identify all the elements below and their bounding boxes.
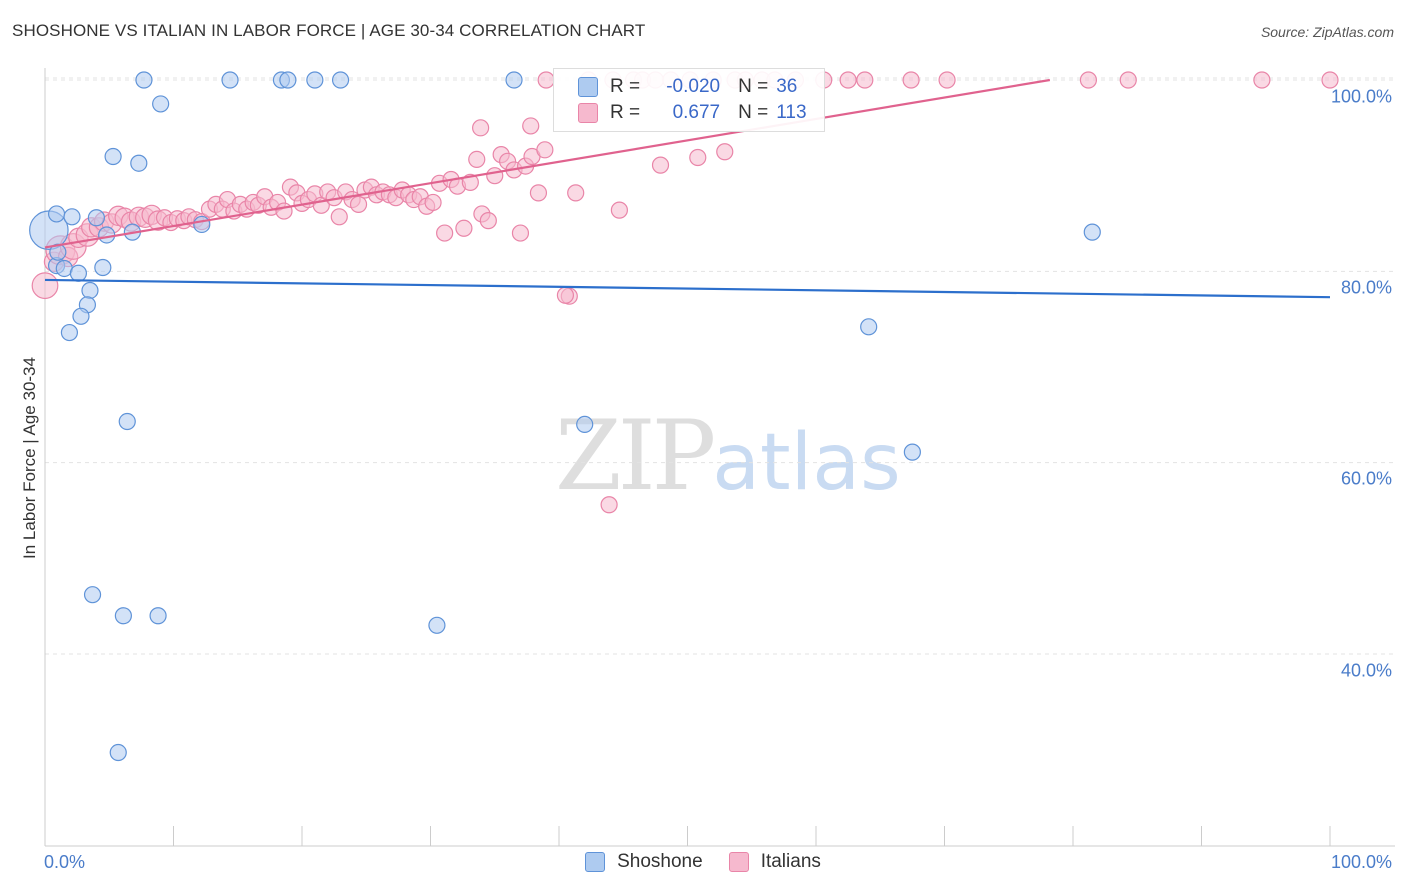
point-italians-107 bbox=[938, 71, 956, 89]
point-shoshone-1 bbox=[47, 205, 66, 223]
legend-swatch-italians bbox=[578, 103, 598, 123]
point-shoshone-26 bbox=[860, 318, 878, 336]
point-italians-109 bbox=[1119, 71, 1137, 89]
trendline-italians bbox=[44, 78, 1051, 249]
point-italians-95 bbox=[689, 148, 707, 167]
legend-swatch-shoshone bbox=[585, 852, 606, 872]
point-shoshone-33 bbox=[428, 616, 446, 634]
chart-title: SHOSHONE VS ITALIAN IN LABOR FORCE | AGE… bbox=[12, 21, 646, 40]
point-italians-85 bbox=[567, 184, 585, 202]
legend-swatch-italians bbox=[728, 852, 749, 872]
legend-italians-n: 113 bbox=[776, 102, 807, 123]
point-shoshone-9 bbox=[94, 258, 112, 277]
point-italians-75 bbox=[511, 224, 530, 242]
point-italians-63 bbox=[436, 224, 454, 242]
x-tick-label-min: 0.0% bbox=[44, 852, 86, 872]
point-italians-71 bbox=[486, 167, 504, 185]
legend-r-label: R = bbox=[610, 76, 641, 97]
legend-shoshone-r: -0.020 bbox=[666, 76, 721, 97]
point-shoshone-19 bbox=[331, 71, 350, 89]
correlation-legend: R = -0.020 N = 36 R = 0.677 N = 113 bbox=[553, 68, 825, 132]
point-italians-97 bbox=[716, 143, 734, 161]
point-italians-70 bbox=[479, 212, 497, 230]
point-italians-106 bbox=[902, 71, 920, 89]
x-tick-label-max: 100.0% bbox=[1330, 852, 1392, 872]
point-italians-108 bbox=[1079, 71, 1098, 89]
point-italians-88 bbox=[610, 201, 628, 219]
point-shoshone-24 bbox=[193, 215, 211, 234]
point-shoshone-21 bbox=[152, 95, 170, 113]
point-italians-37 bbox=[275, 202, 293, 220]
point-italians-66 bbox=[455, 219, 473, 237]
point-shoshone-10 bbox=[81, 281, 99, 300]
point-shoshone-25 bbox=[1083, 223, 1101, 241]
point-italians-84 bbox=[556, 286, 575, 304]
point-shoshone-20 bbox=[505, 71, 523, 89]
point-italians-0 bbox=[31, 272, 59, 300]
source-label: Source: ZipAtlas.com bbox=[1260, 24, 1394, 40]
point-shoshone-17 bbox=[279, 71, 297, 89]
point-italians-46 bbox=[330, 208, 348, 226]
y-tick-label-80: 80.0% bbox=[1340, 277, 1392, 298]
point-shoshone-27 bbox=[118, 412, 136, 431]
legend-n-label: N = bbox=[738, 102, 769, 123]
point-italians-104 bbox=[839, 71, 857, 89]
point-shoshone-32 bbox=[149, 607, 167, 625]
legend-label-italians: Italians bbox=[760, 851, 821, 872]
point-italians-80 bbox=[472, 119, 490, 137]
point-shoshone-29 bbox=[903, 443, 921, 461]
point-shoshone-8 bbox=[69, 264, 88, 282]
legend-item-shoshone[interactable]: Shoshone bbox=[585, 851, 703, 873]
point-shoshone-2 bbox=[63, 208, 81, 226]
point-italians-68 bbox=[468, 150, 486, 169]
legend-n-label: N = bbox=[738, 76, 769, 97]
legend-item-italians[interactable]: Italians bbox=[728, 851, 821, 873]
point-italians-79 bbox=[536, 141, 554, 159]
y-tick-label-100: 100.0% bbox=[1330, 86, 1392, 107]
legend-r-label: R = bbox=[610, 102, 641, 123]
trendline-shoshone bbox=[44, 278, 1331, 299]
point-italians-92 bbox=[651, 156, 670, 174]
legend-italians-r: 0.677 bbox=[672, 102, 721, 123]
y-tick-label-60: 60.0% bbox=[1340, 468, 1392, 489]
point-italians-105 bbox=[856, 71, 874, 89]
point-shoshone-23 bbox=[130, 154, 148, 172]
point-shoshone-22 bbox=[104, 147, 122, 166]
point-italians-78 bbox=[529, 184, 548, 202]
point-italians-82 bbox=[537, 71, 555, 89]
y-tick-label-40: 40.0% bbox=[1340, 660, 1392, 681]
point-shoshone-18 bbox=[306, 71, 324, 89]
point-shoshone-28 bbox=[576, 415, 594, 433]
point-italians-49 bbox=[349, 195, 368, 213]
point-shoshone-13 bbox=[60, 323, 79, 342]
point-shoshone-30 bbox=[83, 586, 102, 604]
series-legend: Shoshone Italians bbox=[0, 851, 1406, 873]
point-shoshone-31 bbox=[114, 607, 132, 625]
legend-swatch-shoshone bbox=[578, 77, 598, 97]
point-shoshone-5 bbox=[98, 226, 116, 244]
legend-label-shoshone: Shoshone bbox=[617, 851, 703, 872]
legend-row-italians: R = 0.677 N = 113 bbox=[578, 101, 807, 125]
point-italians-110 bbox=[1253, 71, 1271, 89]
point-shoshone-12 bbox=[72, 307, 90, 325]
point-italians-111 bbox=[1321, 71, 1339, 89]
point-italians-81 bbox=[522, 117, 540, 135]
legend-shoshone-n: 36 bbox=[776, 76, 798, 97]
point-shoshone-3 bbox=[87, 209, 106, 227]
point-italians-112 bbox=[600, 496, 618, 514]
point-shoshone-15 bbox=[221, 71, 239, 89]
point-italians-67 bbox=[461, 173, 479, 191]
point-italians-61 bbox=[424, 193, 442, 212]
point-shoshone-14 bbox=[135, 71, 153, 89]
point-shoshone-34 bbox=[109, 743, 127, 762]
legend-row-shoshone: R = -0.020 N = 36 bbox=[578, 75, 797, 99]
